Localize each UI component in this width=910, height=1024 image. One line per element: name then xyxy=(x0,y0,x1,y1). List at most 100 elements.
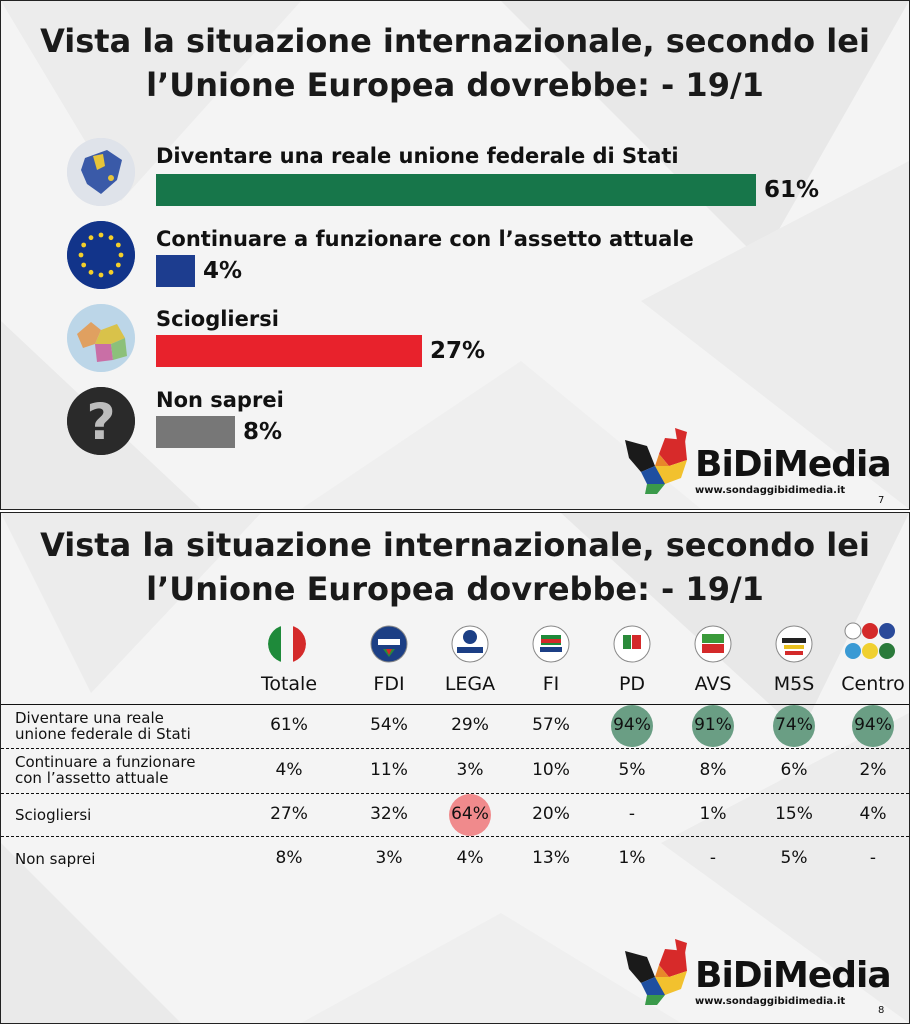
table-cell: 94% xyxy=(854,715,892,735)
row-divider xyxy=(1,836,909,837)
row-label-line: unione federale di Stati xyxy=(15,725,191,743)
col-header-pd: PD xyxy=(618,673,646,695)
centro-logos-icon xyxy=(844,622,895,659)
fdi-logo-icon xyxy=(370,625,408,663)
highlight-circle xyxy=(692,705,734,747)
table-cell: 3% xyxy=(375,848,403,868)
row-label-line: Sciogliersi xyxy=(15,806,92,824)
header-rule xyxy=(1,704,909,705)
table-cell: 8% xyxy=(699,760,727,780)
background-polygons xyxy=(1,513,909,1023)
europe-political-map-icon xyxy=(67,304,135,372)
table-cell: 1% xyxy=(699,804,727,824)
title-line-1: Vista la situazione internazionale, seco… xyxy=(40,526,870,564)
table-cell: 5% xyxy=(618,760,646,780)
chart-title: Vista la situazione internazionale, seco… xyxy=(1,19,909,107)
table-cell: 57% xyxy=(532,715,570,735)
pd-logo-icon xyxy=(613,625,651,663)
slide-bar-chart: Vista la situazione internazionale, seco… xyxy=(0,0,910,510)
bar-value-dontknow: 8% xyxy=(243,419,283,445)
row-label-dontknow: Non saprei xyxy=(15,851,95,867)
bar-value-dissolve: 27% xyxy=(430,338,486,364)
table-cell: 6% xyxy=(780,760,808,780)
eu-star xyxy=(115,262,121,268)
highlight-circle xyxy=(449,794,491,836)
title-line-1: Vista la situazione internazionale, seco… xyxy=(40,22,870,60)
eu-flag-icon xyxy=(67,221,135,289)
row-divider xyxy=(1,793,909,794)
title-line-2: l’Unione Europea dovrebbe: - 19/1 xyxy=(146,66,764,104)
table-cell: 61% xyxy=(270,715,308,735)
table-cell: 5% xyxy=(780,848,808,868)
col-header-avs: AVS xyxy=(694,673,732,695)
row-label-line: con l’assetto attuale xyxy=(15,769,169,787)
bar-value-current: 4% xyxy=(203,258,243,284)
row-divider xyxy=(1,748,909,749)
highlight-circle xyxy=(611,705,653,747)
col-header-fdi: FDI xyxy=(373,673,405,695)
svg-text:?: ? xyxy=(86,393,115,451)
bar-dontknow xyxy=(156,416,235,448)
eu-star xyxy=(88,235,94,241)
table-cell: 64% xyxy=(451,804,489,824)
table-cell: - xyxy=(628,804,636,824)
eu-star xyxy=(108,235,114,241)
highlight-circle xyxy=(852,705,894,747)
table-cell: 32% xyxy=(370,804,408,824)
col-header-fi: FI xyxy=(542,673,560,695)
table-cell: - xyxy=(869,848,877,868)
bar-current xyxy=(156,255,195,287)
fi-logo-icon xyxy=(532,625,570,663)
table-cell: 91% xyxy=(694,715,732,735)
table-cell: 10% xyxy=(532,760,570,780)
col-header-lega: LEGA xyxy=(444,673,496,695)
highlight-circle xyxy=(773,705,815,747)
brand-name: BiDiMedia xyxy=(695,955,892,996)
brand-name: BiDiMedia xyxy=(695,444,892,485)
table-cell: 1% xyxy=(618,848,646,868)
bidimedia-rooster-logo xyxy=(625,428,687,494)
table-cell: 3% xyxy=(456,760,484,780)
eu-star xyxy=(88,269,94,275)
option-label-current: Continuare a funzionare con l’assetto at… xyxy=(156,227,694,251)
bidimedia-rooster-logo xyxy=(625,939,687,1005)
eu-star xyxy=(98,272,104,278)
slide-crosstab: Vista la situazione internazionale, seco… xyxy=(0,512,910,1024)
row-label-current: Continuare a funzionare con l’assetto at… xyxy=(15,754,195,786)
page-number: 7 xyxy=(878,495,885,506)
eu-star xyxy=(81,262,87,268)
table-cell: 27% xyxy=(270,804,308,824)
eu-star xyxy=(81,242,87,248)
row-label-line: Non saprei xyxy=(15,850,96,868)
table-cell: 8% xyxy=(275,848,303,868)
table-cell: 4% xyxy=(275,760,303,780)
row-label-federal: Diventare una reale unione federale di S… xyxy=(15,710,191,742)
eu-star xyxy=(115,242,121,248)
table-cell: 15% xyxy=(775,804,813,824)
row-label-dissolve: Sciogliersi xyxy=(15,807,91,823)
page-number: 8 xyxy=(878,1005,885,1016)
lega-logo-icon xyxy=(451,625,489,663)
table-cell: 4% xyxy=(859,804,887,824)
eu-map-icon xyxy=(67,138,135,206)
bar-dissolve xyxy=(156,335,422,367)
table-cell: 74% xyxy=(775,715,813,735)
table-cell: 94% xyxy=(613,715,651,735)
title-line-2: l’Unione Europea dovrebbe: - 19/1 xyxy=(146,570,764,608)
table-cell: 20% xyxy=(532,804,570,824)
table-cell: 4% xyxy=(456,848,484,868)
col-header-centro: Centro xyxy=(841,673,905,695)
m5s-logo-icon xyxy=(775,625,813,663)
table-cell: 29% xyxy=(451,715,489,735)
question-mark-icon: ? xyxy=(67,387,135,455)
eu-star xyxy=(98,232,104,238)
bar-federal xyxy=(156,174,756,206)
table-cell: 54% xyxy=(370,715,408,735)
col-header-m5s: M5S xyxy=(773,673,815,695)
option-label-federal: Diventare una reale unione federale di S… xyxy=(156,144,679,168)
brand-url: www.sondaggibidimedia.it xyxy=(695,996,846,1007)
row-label-line: Diventare una reale xyxy=(15,709,164,727)
italy-flag-icon xyxy=(268,625,306,663)
option-label-dontknow: Non saprei xyxy=(156,388,284,412)
table-cell: 2% xyxy=(859,760,887,780)
